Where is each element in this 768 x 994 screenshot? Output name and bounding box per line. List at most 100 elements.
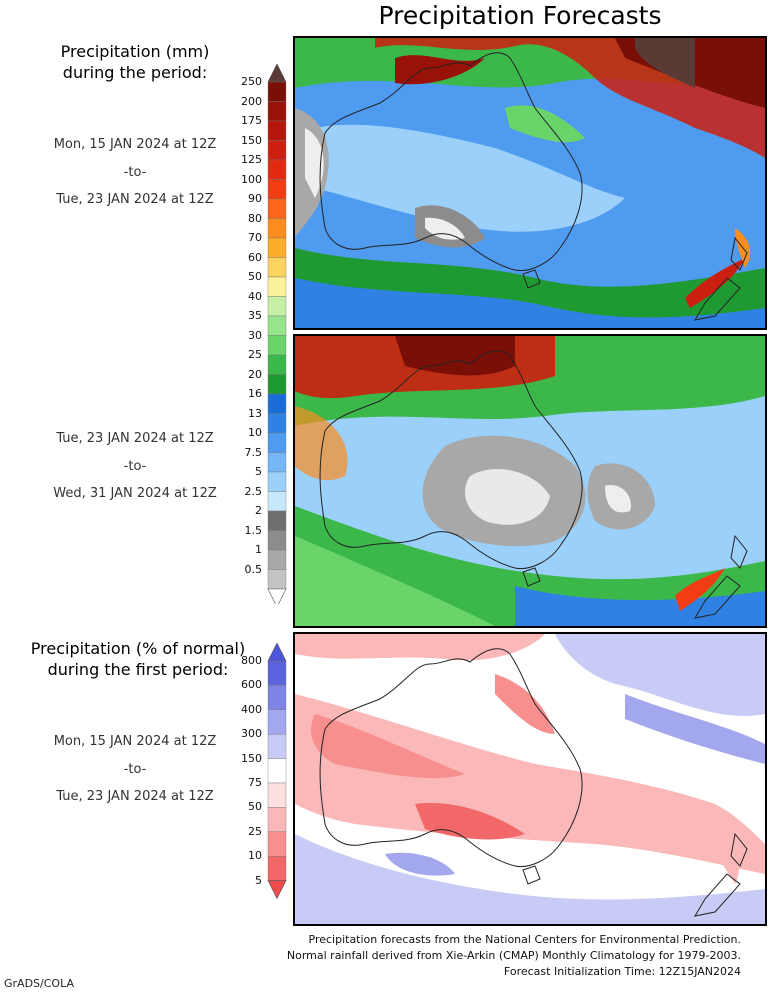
colorbar-tick-label: 7.5 <box>244 445 263 459</box>
period1-end: Tue, 23 JAN 2024 at 12Z <box>56 192 214 207</box>
period3-separator: -to- <box>123 762 147 777</box>
colorbar-tick-label: 150 <box>241 751 262 765</box>
colorbar-swatch <box>267 393 287 414</box>
colorbar-swatch <box>267 198 287 219</box>
page-title: Precipitation Forecasts <box>378 1 662 30</box>
colorbar-tick-label: 400 <box>241 702 262 716</box>
colorbar-bottom-cap <box>267 588 287 604</box>
colorbar-swatch <box>267 413 287 434</box>
colorbar-swatch <box>267 237 287 258</box>
colorbar-tick-label: 5 <box>255 465 262 478</box>
colorbar-swatch <box>267 452 287 473</box>
colorbar-tick-label: 125 <box>241 153 262 166</box>
colorbar-swatch <box>267 733 287 759</box>
footer-line-1: Precipitation forecasts from the Nationa… <box>308 933 742 946</box>
colorbar-tick-label: 25 <box>248 824 262 838</box>
colorbar-tick-label: 30 <box>248 328 262 342</box>
colorbar-tick-label: 200 <box>241 94 262 108</box>
percent-normal-map <box>295 634 765 924</box>
map-panel-period2 <box>293 334 767 628</box>
percent-colorbar <box>267 643 287 900</box>
period1-separator: -to- <box>123 165 147 180</box>
colorbar-swatch <box>267 374 287 395</box>
colorbar-tick-label: 800 <box>241 654 262 667</box>
period2-start: Tue, 23 JAN 2024 at 12Z <box>56 431 214 446</box>
colorbar-top-cap <box>267 64 287 83</box>
colorbar-swatch <box>267 491 287 512</box>
percent-legend-title: Precipitation (% of normal) during the f… <box>8 638 268 680</box>
colorbar-swatch <box>267 782 287 808</box>
colorbar-tick-label: 600 <box>241 678 262 692</box>
colorbar-swatch <box>267 276 287 297</box>
colorbar-swatch <box>267 807 287 832</box>
colorbar-tick-label: 90 <box>248 192 262 205</box>
colorbar-swatch <box>267 218 287 239</box>
colorbar-swatch <box>267 354 287 375</box>
footer-line-2: Normal rainfall derived from Xie-Arkin (… <box>286 949 741 962</box>
colorbar-tick-label: 300 <box>241 727 262 741</box>
map-panel-period1 <box>293 36 767 330</box>
colorbar-swatch <box>267 685 287 711</box>
precip-map-period2 <box>295 336 765 626</box>
colorbar-tick-label: 50 <box>248 800 262 814</box>
amount-legend-title: Precipitation (mm) during the period: <box>10 41 260 83</box>
colorbar-swatch <box>267 120 287 141</box>
colorbar-swatch <box>267 831 287 857</box>
precip-map-period1 <box>295 38 765 328</box>
period3-end: Tue, 23 JAN 2024 at 12Z <box>56 789 214 804</box>
colorbar-tick-label: 16 <box>248 387 262 400</box>
colorbar-tick-label: 10 <box>248 849 262 863</box>
colorbar-tick-label: 40 <box>248 289 262 303</box>
credit-label: GrADS/COLA <box>4 977 74 990</box>
amount-legend-title-line-1: Precipitation (mm) <box>60 42 210 61</box>
colorbar-tick-label: 1.5 <box>244 523 263 537</box>
amount-colorbar <box>267 64 287 604</box>
footer-line-3: Forecast Initialization Time: 12Z15JAN20… <box>503 965 741 978</box>
colorbar-tick-label: 70 <box>248 231 262 244</box>
period3-start: Mon, 15 JAN 2024 at 12Z <box>53 734 217 749</box>
colorbar-swatch <box>267 569 287 590</box>
colorbar-swatch <box>267 758 287 784</box>
period1-start: Mon, 15 JAN 2024 at 12Z <box>53 137 217 152</box>
colorbar-tick-label: 80 <box>248 211 262 225</box>
colorbar-tick-label: 60 <box>248 250 262 264</box>
colorbar-swatch <box>267 510 287 531</box>
colorbar-swatch <box>267 530 287 551</box>
colorbar-tick-label: 5 <box>255 873 262 887</box>
colorbar-bottom-cap <box>267 880 287 900</box>
period2-separator: -to- <box>123 459 147 474</box>
colorbar-tick-label: 20 <box>248 367 262 381</box>
colorbar-swatch <box>267 159 287 180</box>
amount-legend-title-line-2: during the period: <box>62 63 208 82</box>
colorbar-tick-label: 175 <box>241 114 262 127</box>
colorbar-tick-label: 250 <box>241 75 262 88</box>
colorbar-swatch <box>267 432 287 453</box>
map-panel-percent-normal <box>293 632 767 926</box>
percent-legend-title-line-1: Precipitation (% of normal) <box>30 639 246 658</box>
colorbar-swatch <box>267 81 287 102</box>
colorbar-swatch <box>267 471 287 492</box>
colorbar-swatch <box>267 296 287 317</box>
colorbar-tick-label: 0.5 <box>244 562 263 576</box>
colorbar-tick-label: 150 <box>241 133 262 147</box>
colorbar-swatch <box>267 179 287 200</box>
colorbar-tick-label: 2 <box>255 504 262 517</box>
colorbar-tick-label: 2.5 <box>244 484 263 498</box>
colorbar-tick-label: 1 <box>255 543 262 556</box>
colorbar-swatch <box>267 660 287 686</box>
colorbar-tick-label: 13 <box>248 406 262 420</box>
colorbar-tick-label: 50 <box>248 270 262 283</box>
colorbar-swatch <box>267 335 287 356</box>
colorbar-swatch <box>267 101 287 122</box>
colorbar-tick-label: 35 <box>248 309 262 322</box>
colorbar-tick-label: 10 <box>248 426 262 439</box>
colorbar-top-cap <box>267 643 287 662</box>
colorbar-swatch <box>267 855 287 881</box>
colorbar-tick-label: 100 <box>241 172 262 186</box>
colorbar-tick-label: 75 <box>248 776 262 789</box>
colorbar-swatch <box>267 709 287 735</box>
colorbar-tick-label: 25 <box>248 348 262 361</box>
period2-end: Wed, 31 JAN 2024 at 12Z <box>53 486 217 501</box>
colorbar-swatch <box>267 315 287 336</box>
colorbar-swatch <box>267 257 287 278</box>
